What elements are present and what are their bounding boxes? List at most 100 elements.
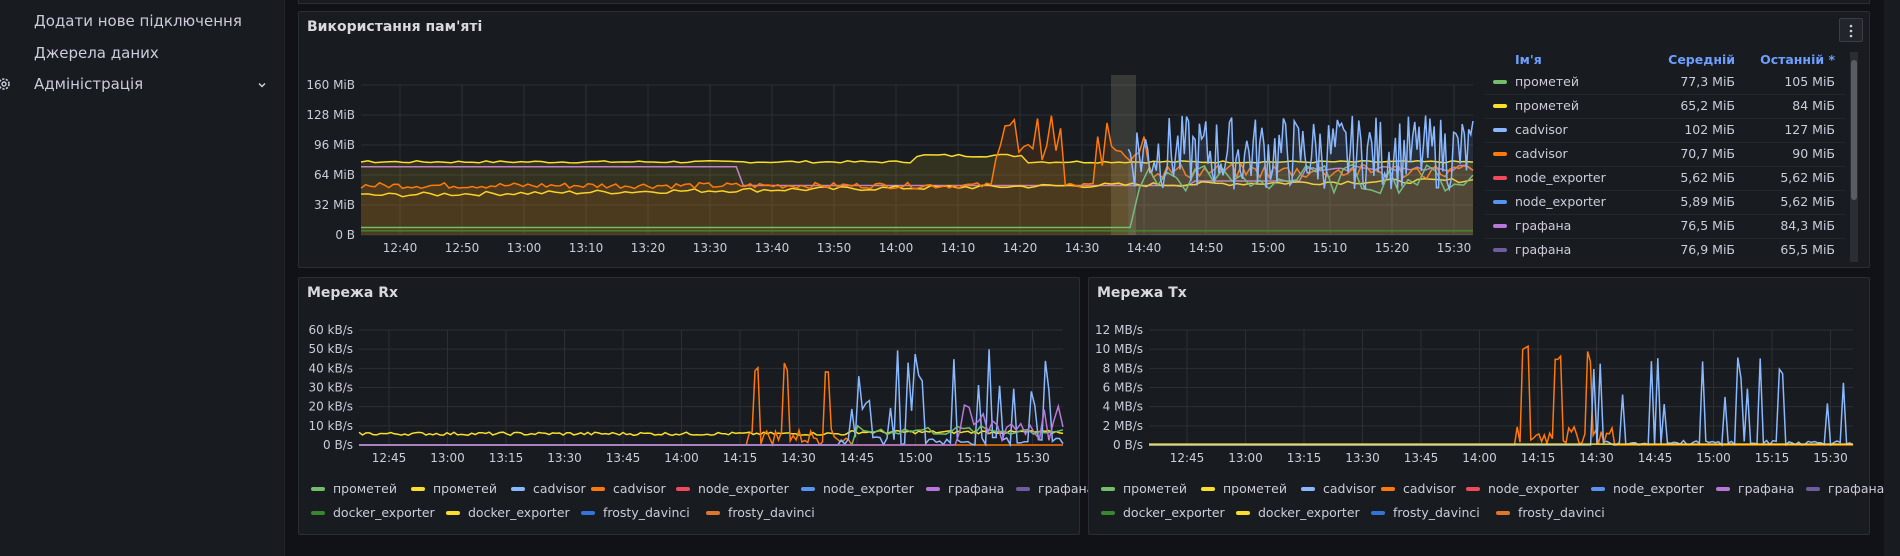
legend-row[interactable]: cadvisor 102 МіБ 127 МіБ xyxy=(1485,118,1845,143)
legend-label: cadvisor xyxy=(1323,481,1376,496)
legend-label: прометей xyxy=(333,481,397,496)
x-tick-label: 14:15 xyxy=(1521,451,1556,465)
legend-item[interactable]: cadvisor xyxy=(1301,480,1376,496)
legend-label: frosty_davinci xyxy=(728,505,815,520)
series-name: графана xyxy=(1515,218,1571,233)
sidebar-item-add-connection[interactable]: Додати нове підключення xyxy=(34,12,242,30)
legend-item[interactable]: docker_exporter xyxy=(1101,504,1225,520)
legend-item[interactable]: docker_exporter xyxy=(1236,504,1360,520)
legend-row[interactable]: cadvisor 70,7 МіБ 90 МіБ xyxy=(1485,142,1845,167)
legend-label: прометей xyxy=(1123,481,1187,496)
legend-row[interactable]: прометей 65,2 МіБ 84 МіБ xyxy=(1485,94,1845,119)
series-color-swatch xyxy=(801,487,815,491)
scrollbar-thumb[interactable] xyxy=(1851,60,1857,200)
x-tick-label: 14:30 xyxy=(1065,241,1100,255)
x-tick-label: 13:10 xyxy=(569,241,604,255)
y-tick-label: 30 kB/s xyxy=(308,381,353,395)
x-tick-label: 13:40 xyxy=(755,241,790,255)
legend-item[interactable]: cadvisor xyxy=(511,480,586,496)
x-tick-label: 13:30 xyxy=(1345,451,1380,465)
series-mean: 65,2 МіБ xyxy=(1680,98,1735,113)
series-color-swatch xyxy=(311,487,325,491)
x-tick-label: 12:45 xyxy=(1170,451,1205,465)
legend-scrollbar[interactable] xyxy=(1850,52,1858,262)
legend-item[interactable]: прометей xyxy=(1201,480,1287,496)
legend-label: node_exporter xyxy=(698,481,789,496)
legend-item[interactable]: docker_exporter xyxy=(311,504,435,520)
legend-row[interactable]: графана 76,5 МіБ 84,3 МіБ xyxy=(1485,214,1845,239)
series-color-swatch xyxy=(676,487,690,491)
sidebar-item-administration[interactable]: Адміністрація xyxy=(0,73,284,97)
legend-label: графана xyxy=(1038,481,1094,496)
legend-item[interactable]: frosty_davinci xyxy=(706,504,815,520)
x-tick-label: 13:00 xyxy=(507,241,542,255)
legend-item[interactable]: графана xyxy=(1806,480,1884,496)
series-color-swatch xyxy=(446,511,460,515)
legend: прометей прометей cadvisor cadvisor node_exp… xyxy=(1101,480,1861,530)
network-tx-chart[interactable]: 12 MB/s 10 MB/s 8 MB/s 6 MB/s 4 MB/s 2 MB/s 0 … xyxy=(1089,300,1869,500)
memory-chart[interactable]: 160 MiB 128 MiB 96 MiB 64 MiB 32 MiB 0 B 12:40… xyxy=(299,37,1479,267)
series-line-cadvisor-blue-area xyxy=(1128,116,1473,235)
legend-row[interactable]: графана 76,9 МіБ 65,5 МіБ xyxy=(1485,238,1845,260)
legend-item[interactable]: прометей xyxy=(411,480,497,496)
series-color-swatch xyxy=(1371,511,1385,515)
legend-item[interactable]: frosty_davinci xyxy=(581,504,690,520)
panel-menu-button[interactable] xyxy=(1839,18,1863,42)
panel-title: Використання пам'яті xyxy=(307,19,482,35)
legend-item[interactable]: node_exporter xyxy=(676,480,789,496)
legend-header-last[interactable]: Останній * xyxy=(1760,52,1835,67)
series-color-swatch xyxy=(411,487,425,491)
network-rx-chart[interactable]: 60 kB/s 50 kB/s 40 kB/s 30 kB/s 20 kB/s 10 kB… xyxy=(299,300,1079,500)
page-scrollbar[interactable] xyxy=(1884,0,1900,556)
series-mean: 70,7 МіБ xyxy=(1680,146,1735,161)
panel-title: Мережа Rx xyxy=(307,285,398,301)
y-tick-label: 128 MiB xyxy=(306,108,355,122)
x-tick-label: 12:40 xyxy=(383,241,418,255)
x-tick-label: 15:20 xyxy=(1375,241,1410,255)
series-color-swatch xyxy=(1493,80,1507,84)
panel-title: Мережа Tx xyxy=(1097,285,1187,301)
series-color-swatch xyxy=(1493,248,1507,252)
legend-item[interactable]: прометей xyxy=(311,480,397,496)
x-tick-label: 15:30 xyxy=(1015,451,1050,465)
series-color-swatch xyxy=(1201,487,1215,491)
chevron-down-icon[interactable] xyxy=(256,76,268,95)
legend-header-mean[interactable]: Середній xyxy=(1668,52,1735,67)
legend-item[interactable]: графана xyxy=(926,480,1004,496)
more-vertical-icon xyxy=(1849,23,1853,42)
legend-item[interactable]: frosty_davinci xyxy=(1371,504,1480,520)
sidebar: Додати нове підключення Джерела даних Ад… xyxy=(0,0,285,556)
legend-row[interactable]: прометей 77,3 МіБ 105 МіБ xyxy=(1485,70,1845,95)
x-tick-label: 13:45 xyxy=(1404,451,1439,465)
legend-item[interactable]: node_exporter xyxy=(1591,480,1704,496)
x-tick-label: 14:15 xyxy=(723,451,758,465)
legend-item[interactable]: графана xyxy=(1716,480,1794,496)
legend-row[interactable]: node_exporter 5,62 МіБ 5,62 МіБ xyxy=(1485,166,1845,191)
x-tick-label: 15:15 xyxy=(1755,451,1790,465)
legend-item[interactable]: cadvisor xyxy=(1381,480,1456,496)
legend-item[interactable]: docker_exporter xyxy=(446,504,570,520)
series-color-swatch xyxy=(311,511,325,515)
series-name: прометей xyxy=(1515,98,1579,113)
legend-header-name[interactable]: Ім'я xyxy=(1515,52,1542,67)
legend-label: прометей xyxy=(433,481,497,496)
sidebar-item-data-sources[interactable]: Джерела даних xyxy=(34,44,159,62)
x-tick-label: 14:10 xyxy=(941,241,976,255)
x-tick-label: 14:30 xyxy=(1579,451,1614,465)
gear-icon xyxy=(0,76,12,96)
series-last: 5,62 МіБ xyxy=(1780,194,1835,209)
legend: прометей прометей cadvisor cadvisor node_exp… xyxy=(311,480,1071,530)
series-mean: 76,9 МіБ xyxy=(1680,242,1735,257)
series-mean: 102 МіБ xyxy=(1684,122,1735,137)
legend-item[interactable]: прометей xyxy=(1101,480,1187,496)
series-color-swatch xyxy=(1101,511,1115,515)
y-tick-label: 96 MiB xyxy=(314,138,355,152)
series-color-swatch xyxy=(591,487,605,491)
legend-item[interactable]: графана xyxy=(1016,480,1094,496)
y-tick-label: 0 B/s xyxy=(1113,438,1143,452)
legend-row[interactable]: node_exporter 5,89 МіБ 5,62 МіБ xyxy=(1485,190,1845,215)
legend-item[interactable]: cadvisor xyxy=(591,480,666,496)
legend-item[interactable]: node_exporter xyxy=(1466,480,1579,496)
legend-item[interactable]: node_exporter xyxy=(801,480,914,496)
legend-item[interactable]: frosty_davinci xyxy=(1496,504,1605,520)
